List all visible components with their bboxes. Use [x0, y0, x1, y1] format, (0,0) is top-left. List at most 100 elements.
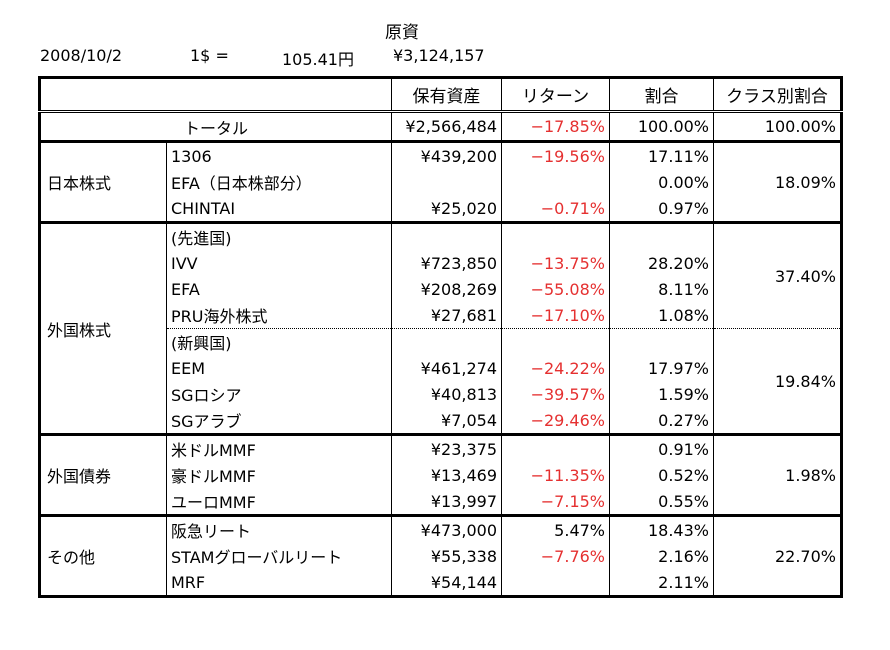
ratio-cell: 0.97% [609, 195, 714, 223]
header-cell: 割合 [609, 77, 714, 113]
item-name: 1306 [166, 140, 392, 169]
data-row: SGロシア ¥40,813 −39.57% 1.59% [40, 381, 842, 407]
header-cell: 保有資産 [391, 77, 502, 113]
return-cell [501, 433, 610, 462]
assets-cell: ¥723,850 [391, 250, 502, 276]
assets-cell: ¥2,566,484 [391, 111, 502, 143]
item-name: 阪急リート [166, 514, 392, 543]
total-label: トータル [39, 111, 392, 143]
ratio-cell: 18.43% [609, 514, 714, 543]
data-row: PRU海外株式 ¥27,681 −17.10% 1.08% [40, 302, 842, 329]
assets-cell: ¥23,375 [391, 433, 502, 462]
date: 2008/10/2 [40, 46, 123, 65]
total-row: トータル ¥2,566,484 −17.85% 100.00% 100.00% [39, 111, 842, 143]
data-row: その他 阪急リート ¥473,000 5.47% 18.43% 22.70% [39, 514, 842, 597]
total-capital: ¥3,124,157 [393, 46, 485, 65]
return-cell: −39.57% [501, 381, 610, 407]
data-row: IVV ¥723,850 −13.75% 28.20% [40, 250, 842, 276]
ratio-cell: 17.97% [609, 355, 714, 381]
return-cell: −55.08% [501, 276, 610, 302]
ratio-cell: 0.55% [609, 488, 714, 516]
item-name: PRU海外株式 [166, 302, 392, 329]
ratio-cell: 0.91% [609, 433, 714, 462]
return-cell: 5.47% [501, 514, 610, 543]
ratio-cell: 2.11% [609, 569, 714, 597]
item-name: ユーロMMF [166, 488, 392, 516]
assets-cell: ¥461,274 [391, 355, 502, 381]
data-row: CHINTAI ¥25,020 −0.71% 0.97% [40, 195, 842, 223]
return-cell: −19.56% [501, 140, 610, 169]
assets-cell: ¥13,997 [391, 488, 502, 516]
rate: 105.41円 [282, 50, 354, 69]
item-name: EEM [166, 355, 392, 381]
item-name: CHINTAI [166, 195, 392, 223]
assets-cell: ¥55,338 [391, 543, 502, 569]
ratio-cell: 1.08% [609, 302, 714, 329]
ratio-cell: 8.11% [609, 276, 714, 302]
ratio-cell: 2.16% [609, 543, 714, 569]
return-cell: −7.76% [501, 543, 610, 569]
return-cell: −17.10% [501, 302, 610, 329]
header-blank [39, 77, 392, 113]
return-cell: −13.75% [501, 250, 610, 276]
assets-cell: ¥54,144 [391, 569, 502, 597]
return-cell [501, 221, 610, 250]
ratio-cell: 0.00% [609, 169, 714, 195]
group-name: その他 [39, 514, 167, 597]
data-row: 豪ドルMMF ¥13,469 −11.35% 0.52% [40, 462, 842, 488]
ratio-cell: 28.20% [609, 250, 714, 276]
group-name: 外国債券 [39, 433, 167, 516]
class-ratio-cell: 37.40% [713, 221, 842, 329]
item-name: 米ドルMMF [166, 433, 392, 462]
item-name: MRF [166, 569, 392, 597]
class-ratio-cell: 22.70% [713, 514, 842, 597]
class-ratio-cell: 19.84% [713, 328, 842, 435]
assets-cell: ¥25,020 [391, 195, 502, 223]
header-row: 保有資産 リターン 割合 クラス別割合 [39, 77, 842, 113]
item-name: IVV [166, 250, 392, 276]
class-ratio-cell: 1.98% [713, 433, 842, 516]
data-row: MRF ¥54,144 2.11% [40, 569, 842, 597]
title: 原資 [385, 23, 419, 43]
data-row: EEM ¥461,274 −24.22% 17.97% [40, 355, 842, 381]
header-cell: クラス別割合 [713, 77, 842, 113]
assets-cell [391, 328, 502, 355]
item-name: SGロシア [166, 381, 392, 407]
group-name: 外国株式 [39, 221, 167, 435]
data-row: 日本株式 1306 ¥439,200 −19.56% 17.11% 18.09% [39, 140, 842, 223]
assets-cell: ¥27,681 [391, 302, 502, 329]
return-cell: −0.71% [501, 195, 610, 223]
assets-cell [391, 169, 502, 195]
header-cell: リターン [501, 77, 610, 113]
item-name: SGアラブ [166, 407, 392, 435]
ratio-cell: 0.52% [609, 462, 714, 488]
data-row: STAMグローバルリート ¥55,338 −7.76% 2.16% [40, 543, 842, 569]
item-name: 豪ドルMMF [166, 462, 392, 488]
return-cell: −29.46% [501, 407, 610, 435]
item-name: EFA（日本株部分） [166, 169, 392, 195]
return-cell [501, 328, 610, 355]
data-row: EFA（日本株部分） 0.00% [40, 169, 842, 195]
data-row: SGアラブ ¥7,054 −29.46% 0.27% [40, 407, 842, 435]
data-row: EFA ¥208,269 −55.08% 8.11% [40, 276, 842, 302]
assets-cell: ¥473,000 [391, 514, 502, 543]
return-cell [501, 569, 610, 597]
return-cell [501, 169, 610, 195]
assets-cell: ¥439,200 [391, 140, 502, 169]
item-name: STAMグローバルリート [166, 543, 392, 569]
ratio-cell: 1.59% [609, 381, 714, 407]
group-name: 日本株式 [39, 140, 167, 223]
return-cell: −17.85% [501, 111, 610, 143]
ratio-cell [609, 221, 714, 250]
data-row: 外国債券 米ドルMMF ¥23,375 0.91% 1.98% [39, 433, 842, 516]
data-row: (新興国) 19.84% [40, 328, 842, 435]
return-cell: −24.22% [501, 355, 610, 381]
return-cell: −11.35% [501, 462, 610, 488]
assets-cell: ¥208,269 [391, 276, 502, 302]
rate-label: 1$ = [190, 46, 229, 65]
assets-cell [391, 221, 502, 250]
return-cell: −7.15% [501, 488, 610, 516]
assets-cell: ¥7,054 [391, 407, 502, 435]
item-name: EFA [166, 276, 392, 302]
